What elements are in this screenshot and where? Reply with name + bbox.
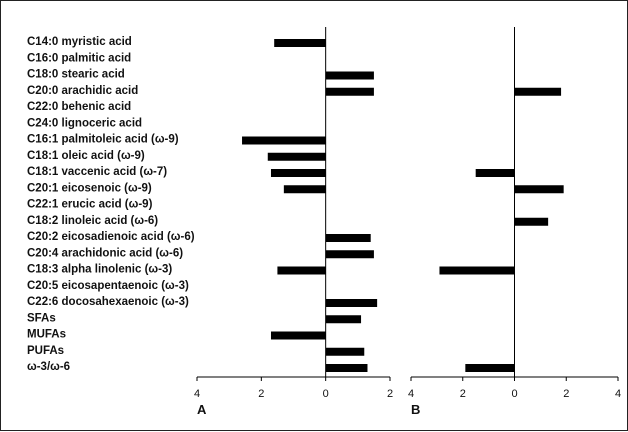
- bar: [274, 39, 326, 47]
- bar: [267, 152, 326, 161]
- panel-a: 4 2 0 2 A: [194, 27, 393, 417]
- bar: [325, 315, 362, 324]
- category-label: ω-3/ω-6: [27, 361, 70, 373]
- category-label: C14:0 myristic acid: [27, 36, 132, 48]
- category-label: C22:1 erucic acid (ω-9): [27, 199, 153, 211]
- bar: [325, 250, 374, 259]
- category-label: C24:0 lignoceric acid: [27, 117, 142, 129]
- category-label: MUFAs: [27, 329, 66, 341]
- x-tick-label: 4: [408, 388, 414, 400]
- x-tick-label: 0: [323, 388, 329, 400]
- bar: [514, 185, 564, 194]
- category-label: C20:1 eicosenoic (ω-9): [27, 182, 152, 194]
- x-tick-label: 4: [615, 388, 621, 400]
- bar: [270, 169, 326, 177]
- bar: [514, 87, 562, 96]
- x-tick-label: 0: [511, 388, 517, 400]
- bar: [283, 185, 326, 194]
- x-tick-label: 4: [194, 388, 200, 400]
- bar: [325, 71, 374, 80]
- bar: [439, 266, 515, 275]
- category-label: C22:6 docosahexaenoic (ω-3): [27, 296, 189, 308]
- bar: [242, 136, 326, 145]
- category-label: C18:1 oleic acid (ω-9): [27, 150, 145, 162]
- category-label: C18:2 linoleic acid (ω-6): [27, 215, 158, 227]
- category-label: C20:4 arachidonic acid (ω-6): [27, 247, 183, 259]
- bar: [277, 266, 326, 275]
- category-label: C18:0 stearic acid: [27, 69, 125, 81]
- category-label: C20:2 eicosadienoic acid (ω-6): [27, 231, 195, 243]
- x-tick-label: 2: [460, 388, 466, 400]
- bar: [325, 299, 378, 307]
- bar: [270, 331, 326, 340]
- x-tick-label: 2: [563, 388, 569, 400]
- category-label: C16:0 palmitic acid: [27, 52, 131, 64]
- panel-label: A: [197, 402, 207, 417]
- panel-b: 4 2 0 2 4 B: [408, 27, 621, 417]
- panel-label: B: [411, 402, 420, 417]
- bar: [465, 364, 515, 372]
- bar: [325, 364, 368, 372]
- bar: [325, 234, 371, 242]
- bar: [325, 347, 365, 356]
- category-label: C18:1 vaccenic acid (ω-7): [27, 166, 167, 178]
- x-tick-label: 2: [258, 388, 264, 400]
- category-label: C20:0 arachidic acid: [27, 85, 138, 97]
- x-tick-label: 2: [387, 388, 393, 400]
- category-label: SFAs: [27, 312, 56, 324]
- bar: [514, 217, 549, 226]
- bar: [475, 169, 515, 177]
- category-labels: C14:0 myristic acid C16:0 palmitic acid C1…: [27, 36, 195, 373]
- bar: [325, 87, 374, 96]
- category-label: C20:5 eicosapentaenoic (ω-3): [27, 280, 189, 292]
- category-label: C16:1 palmitoleic acid (ω-9): [27, 134, 179, 146]
- category-label: PUFAs: [27, 345, 64, 357]
- category-label: C18:3 alpha linolenic (ω-3): [27, 264, 172, 276]
- category-label: C22:0 behenic acid: [27, 101, 131, 113]
